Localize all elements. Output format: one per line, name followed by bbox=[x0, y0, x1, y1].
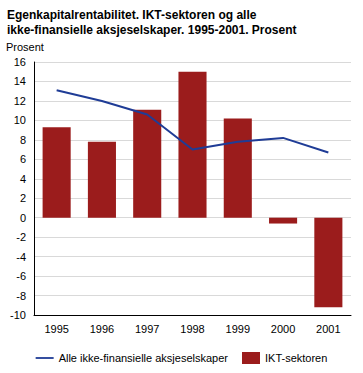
svg-text:2: 2 bbox=[20, 192, 26, 204]
svg-text:-6: -6 bbox=[16, 270, 26, 282]
svg-text:14: 14 bbox=[14, 75, 26, 87]
svg-text:Alle ikke-finansielle aksjesel: Alle ikke-finansielle aksjeselskaper bbox=[59, 352, 229, 364]
svg-text:-2: -2 bbox=[16, 231, 26, 243]
svg-text:1999: 1999 bbox=[226, 323, 250, 335]
svg-text:12: 12 bbox=[14, 95, 26, 107]
svg-text:2001: 2001 bbox=[316, 323, 340, 335]
svg-text:1995: 1995 bbox=[44, 323, 68, 335]
svg-text:IKT-sektoren: IKT-sektoren bbox=[265, 352, 327, 364]
svg-text:1997: 1997 bbox=[135, 323, 159, 335]
svg-text:ikke-finansielle aksjeselskape: ikke-finansielle aksjeselskaper. 1995-20… bbox=[7, 23, 297, 37]
svg-text:1998: 1998 bbox=[180, 323, 204, 335]
svg-text:-8: -8 bbox=[16, 290, 26, 302]
svg-text:4: 4 bbox=[20, 173, 26, 185]
svg-text:-10: -10 bbox=[10, 309, 26, 321]
svg-text:-4: -4 bbox=[16, 251, 26, 263]
svg-text:0: 0 bbox=[20, 212, 26, 224]
svg-text:1996: 1996 bbox=[90, 323, 114, 335]
svg-text:Egenkapitalrentabilitet. IKT-s: Egenkapitalrentabilitet. IKT-sektoren og… bbox=[7, 8, 260, 22]
svg-text:16: 16 bbox=[14, 56, 26, 68]
svg-text:2000: 2000 bbox=[271, 323, 295, 335]
svg-text:8: 8 bbox=[20, 134, 26, 146]
svg-text:6: 6 bbox=[20, 153, 26, 165]
svg-text:10: 10 bbox=[14, 114, 26, 126]
svg-text:Prosent: Prosent bbox=[6, 41, 44, 53]
